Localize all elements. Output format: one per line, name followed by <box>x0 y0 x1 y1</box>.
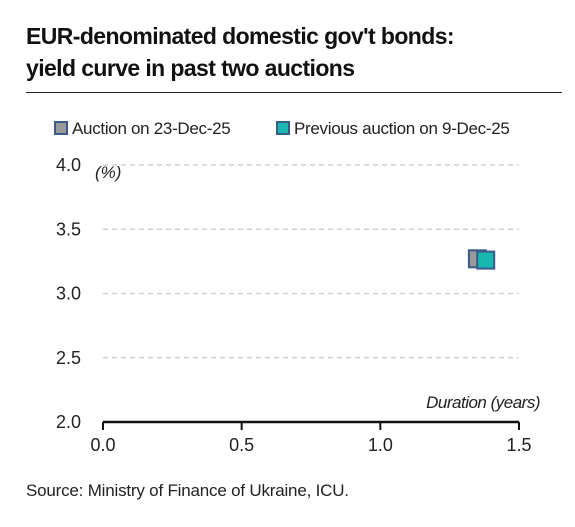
chart-legend: Auction on 23-Dec-25 Previous auction on … <box>54 119 510 138</box>
x-tick-label-4: 1.5 <box>506 435 531 455</box>
y-axis-tick-labels: 4.0 3.5 3.0 2.5 2.0 <box>56 155 81 432</box>
y-tick-label-3: 3.0 <box>56 284 81 304</box>
legend-swatch-2 <box>276 121 290 135</box>
y-tick-label-2: 3.5 <box>56 219 81 239</box>
legend-swatch-1 <box>54 121 68 135</box>
axis-titles: (%) Duration (years) <box>95 163 541 412</box>
y-tick-label-4: 2.5 <box>56 348 81 368</box>
legend-label-2: Previous auction on 9-Dec-25 <box>294 119 510 138</box>
x-tick-label-3: 1.0 <box>368 435 393 455</box>
title-divider <box>26 92 562 93</box>
x-axis-title: Duration (years) <box>426 393 540 412</box>
source-note: Source: Ministry of Finance of Ukraine, … <box>26 481 349 500</box>
chart-title: EUR-denominated domestic gov't bonds: yi… <box>26 20 566 84</box>
data-points <box>467 249 496 270</box>
chart-title-line-1: EUR-denominated domestic gov't bonds: <box>26 23 455 49</box>
chart-gridlines <box>103 164 519 359</box>
chart-title-line-2: yield curve in past two auctions <box>26 55 355 81</box>
y-axis-title: (%) <box>95 163 121 182</box>
data-point-series-2-1 <box>476 250 496 270</box>
y-tick-label-1: 4.0 <box>56 155 81 175</box>
legend-label-1: Auction on 23-Dec-25 <box>72 119 230 138</box>
x-axis: 0.0 0.5 1.0 1.5 <box>90 420 532 455</box>
y-tick-label-5: 2.0 <box>56 412 81 432</box>
x-tick-label-1: 0.0 <box>90 435 115 455</box>
x-tick-label-2: 0.5 <box>229 435 254 455</box>
